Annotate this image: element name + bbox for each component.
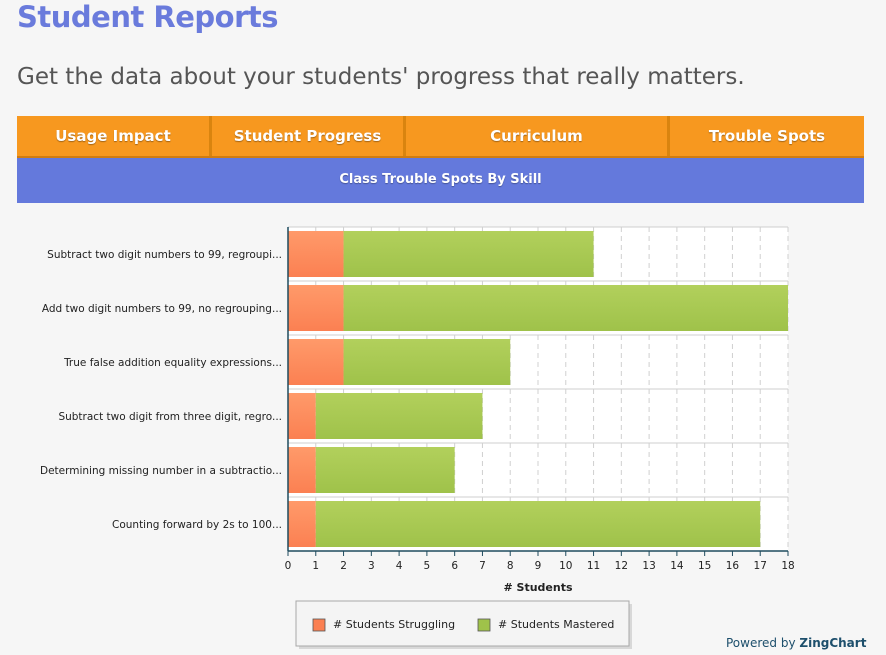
bar-mastered[interactable] <box>343 339 511 385</box>
category-label: Subtract two digit from three digit, reg… <box>58 411 282 423</box>
bar-mastered[interactable] <box>315 501 761 547</box>
x-tick-label: 15 <box>698 560 711 572</box>
report-tabs: Usage Impact Student Progress Curriculum… <box>17 116 864 158</box>
bar-mastered[interactable] <box>315 447 455 493</box>
x-tick-label: 13 <box>642 560 655 572</box>
x-tick-label: 0 <box>285 560 292 572</box>
bar-struggling[interactable] <box>288 231 344 277</box>
legend-label-struggling[interactable]: # Students Struggling <box>333 618 455 631</box>
powered-brand[interactable]: ZingChart <box>799 636 867 650</box>
x-tick-label: 6 <box>451 560 458 572</box>
x-tick-label: 8 <box>507 560 514 572</box>
page-title: Student Reports <box>17 0 279 34</box>
powered-prefix: Powered by <box>726 636 800 650</box>
bar-struggling[interactable] <box>288 501 316 547</box>
legend-swatch-struggling[interactable] <box>312 618 326 632</box>
x-tick-label: 12 <box>615 560 628 572</box>
x-tick-label: 5 <box>424 560 431 572</box>
page-subtitle: Get the data about your students' progre… <box>17 64 745 90</box>
legend-label-mastered[interactable]: # Students Mastered <box>498 618 614 631</box>
x-tick-label: 3 <box>368 560 375 572</box>
bar-struggling[interactable] <box>288 339 344 385</box>
category-label: Add two digit numbers to 99, no regroupi… <box>42 303 282 315</box>
x-tick-label: 16 <box>726 560 740 572</box>
x-tick-label: 10 <box>559 560 572 572</box>
bar-mastered[interactable] <box>315 393 483 439</box>
x-tick-label: 11 <box>587 560 600 572</box>
bar-mastered[interactable] <box>343 285 788 331</box>
x-tick-label: 9 <box>535 560 542 572</box>
section-title: Class Trouble Spots By Skill <box>17 158 864 203</box>
x-tick-label: 2 <box>340 560 347 572</box>
legend <box>295 600 630 647</box>
bar-struggling[interactable] <box>288 447 316 493</box>
x-tick-label: 18 <box>781 560 794 572</box>
category-label: Counting forward by 2s to 100... <box>112 519 282 531</box>
x-tick-label: 17 <box>754 560 767 572</box>
bar-struggling[interactable] <box>288 285 344 331</box>
legend-swatch-mastered[interactable] <box>477 618 491 632</box>
x-tick-label: 1 <box>312 560 319 572</box>
category-label: Subtract two digit numbers to 99, regrou… <box>47 249 282 261</box>
tab-usage-impact[interactable]: Usage Impact <box>17 116 212 156</box>
tab-student-progress[interactable]: Student Progress <box>212 116 406 156</box>
tab-curriculum[interactable]: Curriculum <box>406 116 670 156</box>
x-tick-label: 4 <box>396 560 403 572</box>
powered-by[interactable]: Powered by ZingChart <box>726 636 866 650</box>
x-tick-label: 7 <box>479 560 486 572</box>
x-axis-title: # Students <box>503 581 572 594</box>
bar-struggling[interactable] <box>288 393 316 439</box>
category-label: True false addition equality expressions… <box>63 357 282 369</box>
category-label: Determining missing number in a subtract… <box>40 465 282 477</box>
bar-mastered[interactable] <box>343 231 594 277</box>
x-tick-label: 14 <box>670 560 684 572</box>
tab-trouble-spots[interactable]: Trouble Spots <box>708 127 826 145</box>
